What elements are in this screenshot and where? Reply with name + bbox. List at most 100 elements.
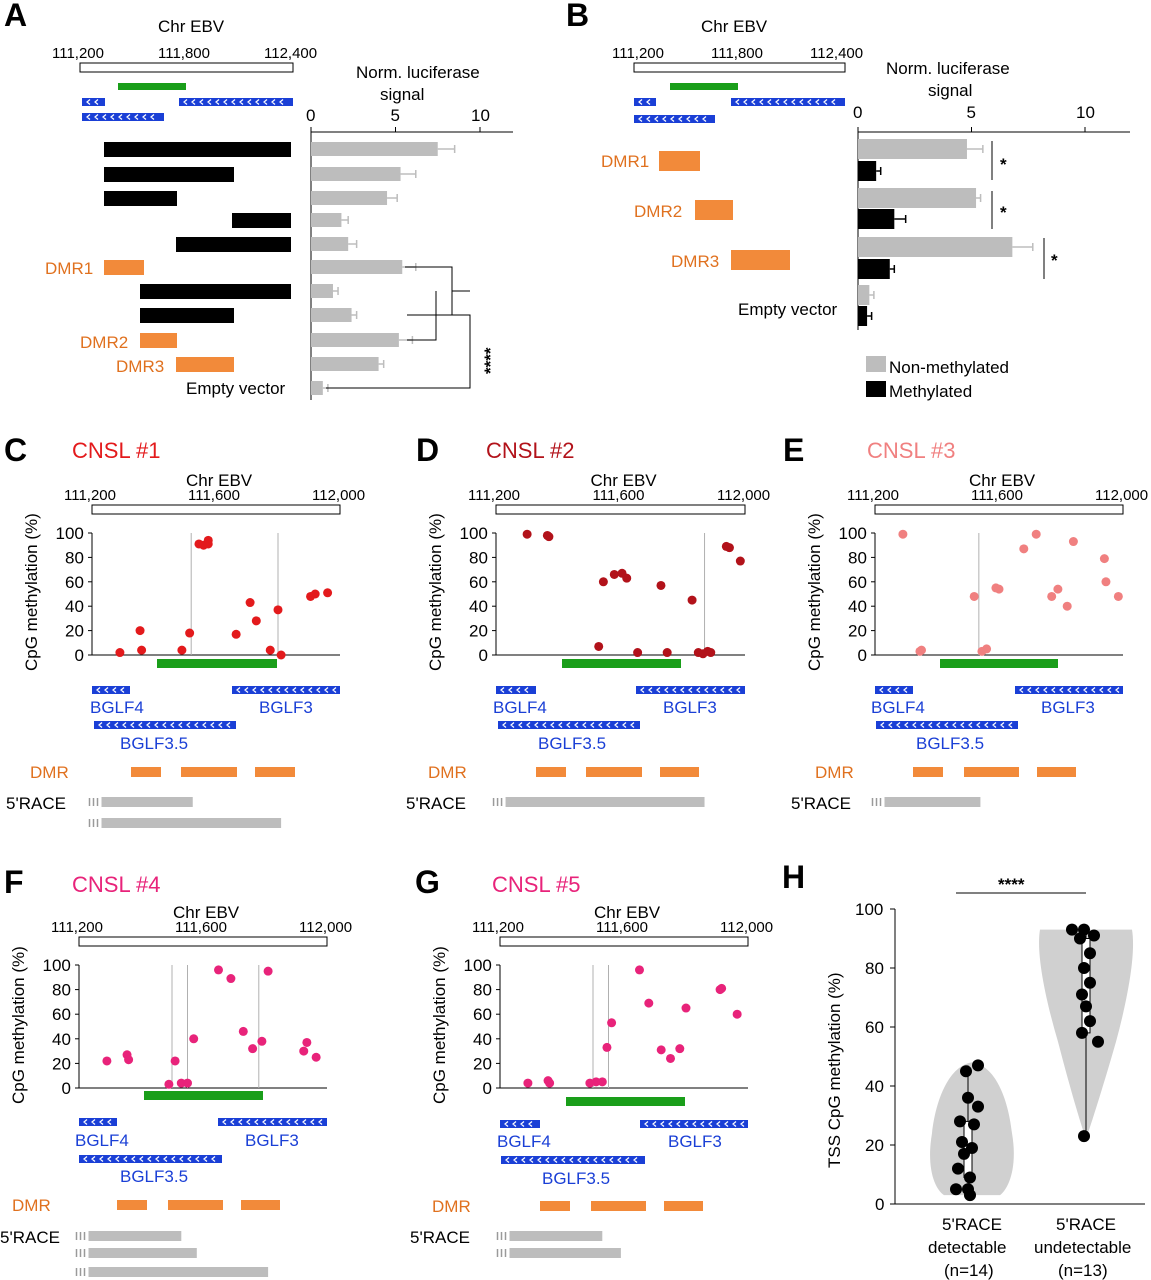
panel-c-y-tick-label-3: 60	[65, 573, 84, 592]
panel-b-gene-bglf4	[634, 98, 656, 106]
panel-e-point-11	[1047, 591, 1057, 601]
panel-c-dmr-2	[181, 767, 237, 777]
panel-b: B Chr EBV 111,200 111,800 112,400 DMR1 D…	[566, 0, 1130, 401]
panel-a-x-tick-label-1: 5	[391, 106, 400, 125]
panel-f-gene-bglf3-arrows	[222, 1119, 323, 1125]
panel-e: E CNSL #3 Chr EBV 111,200 111,600 112,000 0 20 4…	[783, 432, 1148, 813]
panel-d-green-region	[562, 659, 681, 668]
panel-a-significance-bracket	[326, 266, 471, 389]
panel-g-y-tick-label-3: 60	[473, 1005, 492, 1024]
panel-a-chr-tick-1: 111,200	[52, 45, 104, 62]
panel-d-gene-bglf35	[498, 721, 640, 729]
panel-a-gene-bglf35	[82, 113, 164, 121]
panel-c-gene-bglf35-arrows	[98, 722, 231, 728]
panel-a-bar-1	[311, 142, 438, 156]
panel-a-construct-3	[104, 191, 177, 206]
panel-e-point-9	[1019, 544, 1029, 554]
panel-d-gene-bglf4-bar	[496, 686, 536, 694]
panel-c-point-3	[137, 645, 147, 655]
panel-h-point-detectable-12	[950, 1183, 962, 1196]
panel-e-gene-bglf4-arrows	[879, 687, 908, 693]
panel-b-gene-bglf3-arrows	[735, 99, 836, 105]
panel-c-point-1	[115, 648, 125, 658]
panel-b-bar-nonmethylated-1	[858, 139, 967, 159]
panel-d-gene-bglf3	[636, 686, 745, 694]
panel-f-gene-label-bglf3: BGLF3	[245, 1131, 299, 1150]
panel-c-gene-label-bglf35: BGLF3.5	[120, 734, 188, 753]
panel-a-construct-5	[176, 237, 291, 252]
panel-f-letter: F	[4, 864, 24, 900]
panel-a-gene-bglf3-bar	[179, 98, 293, 106]
panel-f-gene-bglf4	[79, 1118, 117, 1126]
panel-d-point-8	[622, 573, 632, 583]
panel-c-title: CNSL #1	[72, 438, 160, 463]
panel-c-gene-bglf4-arrows	[96, 687, 125, 693]
panel-g-gene-bglf35-bar	[501, 1156, 645, 1164]
panel-h-point-detectable-11	[964, 1171, 976, 1184]
panel-b-letter: B	[566, 0, 589, 33]
panel-a-bar-4	[311, 213, 342, 227]
panel-a-errorbar-1	[437, 145, 456, 153]
panel-f-point-13	[257, 1036, 267, 1046]
panel-b-chr-ruler	[633, 62, 846, 73]
panel-c-race-label: 5'RACE	[6, 794, 66, 813]
panel-a-construct-1	[104, 142, 291, 157]
panel-f-race-bar-3	[88, 1267, 269, 1277]
panel-b-bar-methylated-3	[858, 259, 890, 279]
panel-e-gene-bglf4-bar	[875, 686, 913, 694]
panel-g-point-14	[681, 1003, 691, 1013]
panel-h-point-undetectable-4	[1074, 932, 1086, 945]
panel-e-point-15	[1099, 554, 1109, 564]
panel-a-errorbar-5	[348, 240, 358, 248]
panel-c-point-15	[276, 650, 286, 660]
panel-b-significance-1: *	[1000, 155, 1007, 174]
panel-f-race-break-2	[75, 1249, 86, 1257]
panel-d-letter: D	[416, 432, 439, 468]
panel-g-chr-label: Chr EBV	[594, 903, 661, 922]
panel-d-point-3	[544, 532, 554, 542]
panel-e-gene-bglf35	[876, 721, 1018, 729]
panel-f-point-6	[176, 1078, 186, 1088]
panel-a-bar-10	[311, 357, 379, 371]
panel-d-gene-label-bglf4: BGLF4	[493, 698, 547, 717]
panel-h-y-tick-label-4: 80	[865, 959, 884, 978]
panel-h-category-1-line3: (n=14)	[944, 1261, 994, 1280]
panel-f-point-4	[164, 1079, 174, 1089]
panel-c-ylabel: CpG methylation (%)	[22, 513, 41, 671]
panel-f-dmr-1	[117, 1200, 147, 1210]
panel-f-chr-ruler	[78, 936, 328, 947]
panel-d-point-12	[687, 595, 697, 605]
panel-d-y-tick-label-2: 40	[469, 597, 488, 616]
panel-c-point-10	[231, 629, 241, 639]
panel-b-dmr2-label: DMR2	[634, 202, 682, 221]
panel-a-errorbar-4	[341, 216, 349, 224]
panel-g-gene-bglf3	[640, 1120, 748, 1128]
panel-g-point-11	[656, 1045, 666, 1055]
panel-f-y-tick-label-0: 0	[62, 1079, 71, 1098]
panel-c-chr-tick-3: 112,000	[312, 487, 365, 504]
panel-b-errorbar-nonmethylated-2	[976, 194, 982, 202]
panel-g-point-1	[523, 1078, 533, 1088]
panel-h-point-detectable-1	[972, 1059, 984, 1072]
panel-a-construct-4	[232, 213, 291, 228]
panel-b-bar-nonmethylated-4	[858, 285, 870, 305]
panel-f-y-tick-label-1: 20	[52, 1054, 71, 1073]
panel-d-y-tick-label-5: 100	[460, 524, 488, 543]
panel-f-point-9	[214, 965, 223, 975]
panel-a-bar-2	[311, 167, 401, 181]
panel-g-gene-bglf4-bar	[500, 1120, 540, 1128]
panel-c-green-region	[157, 659, 277, 668]
panel-b-chr-tick-1: 111,200	[612, 45, 664, 62]
panel-a-errorbar-2	[400, 170, 417, 178]
panel-g-gene-label-bglf35: BGLF3.5	[542, 1169, 610, 1188]
panel-a-gene-bglf35-bar	[82, 113, 164, 121]
panel-b-x-tick-label-2: 10	[1076, 103, 1095, 122]
panel-f-gene-bglf35-arrows	[83, 1156, 216, 1162]
panel-d-ylabel: CpG methylation (%)	[426, 513, 445, 671]
panel-f-point-8	[189, 1034, 199, 1044]
panel-a-bar-6	[311, 260, 403, 274]
panel-h-category-2-line3: (n=13)	[1058, 1261, 1108, 1280]
panel-f-ylabel: CpG methylation (%)	[9, 946, 28, 1104]
panel-b-gene-bglf4-bar	[634, 98, 656, 106]
panel-d-dmr-label: DMR	[428, 763, 467, 782]
